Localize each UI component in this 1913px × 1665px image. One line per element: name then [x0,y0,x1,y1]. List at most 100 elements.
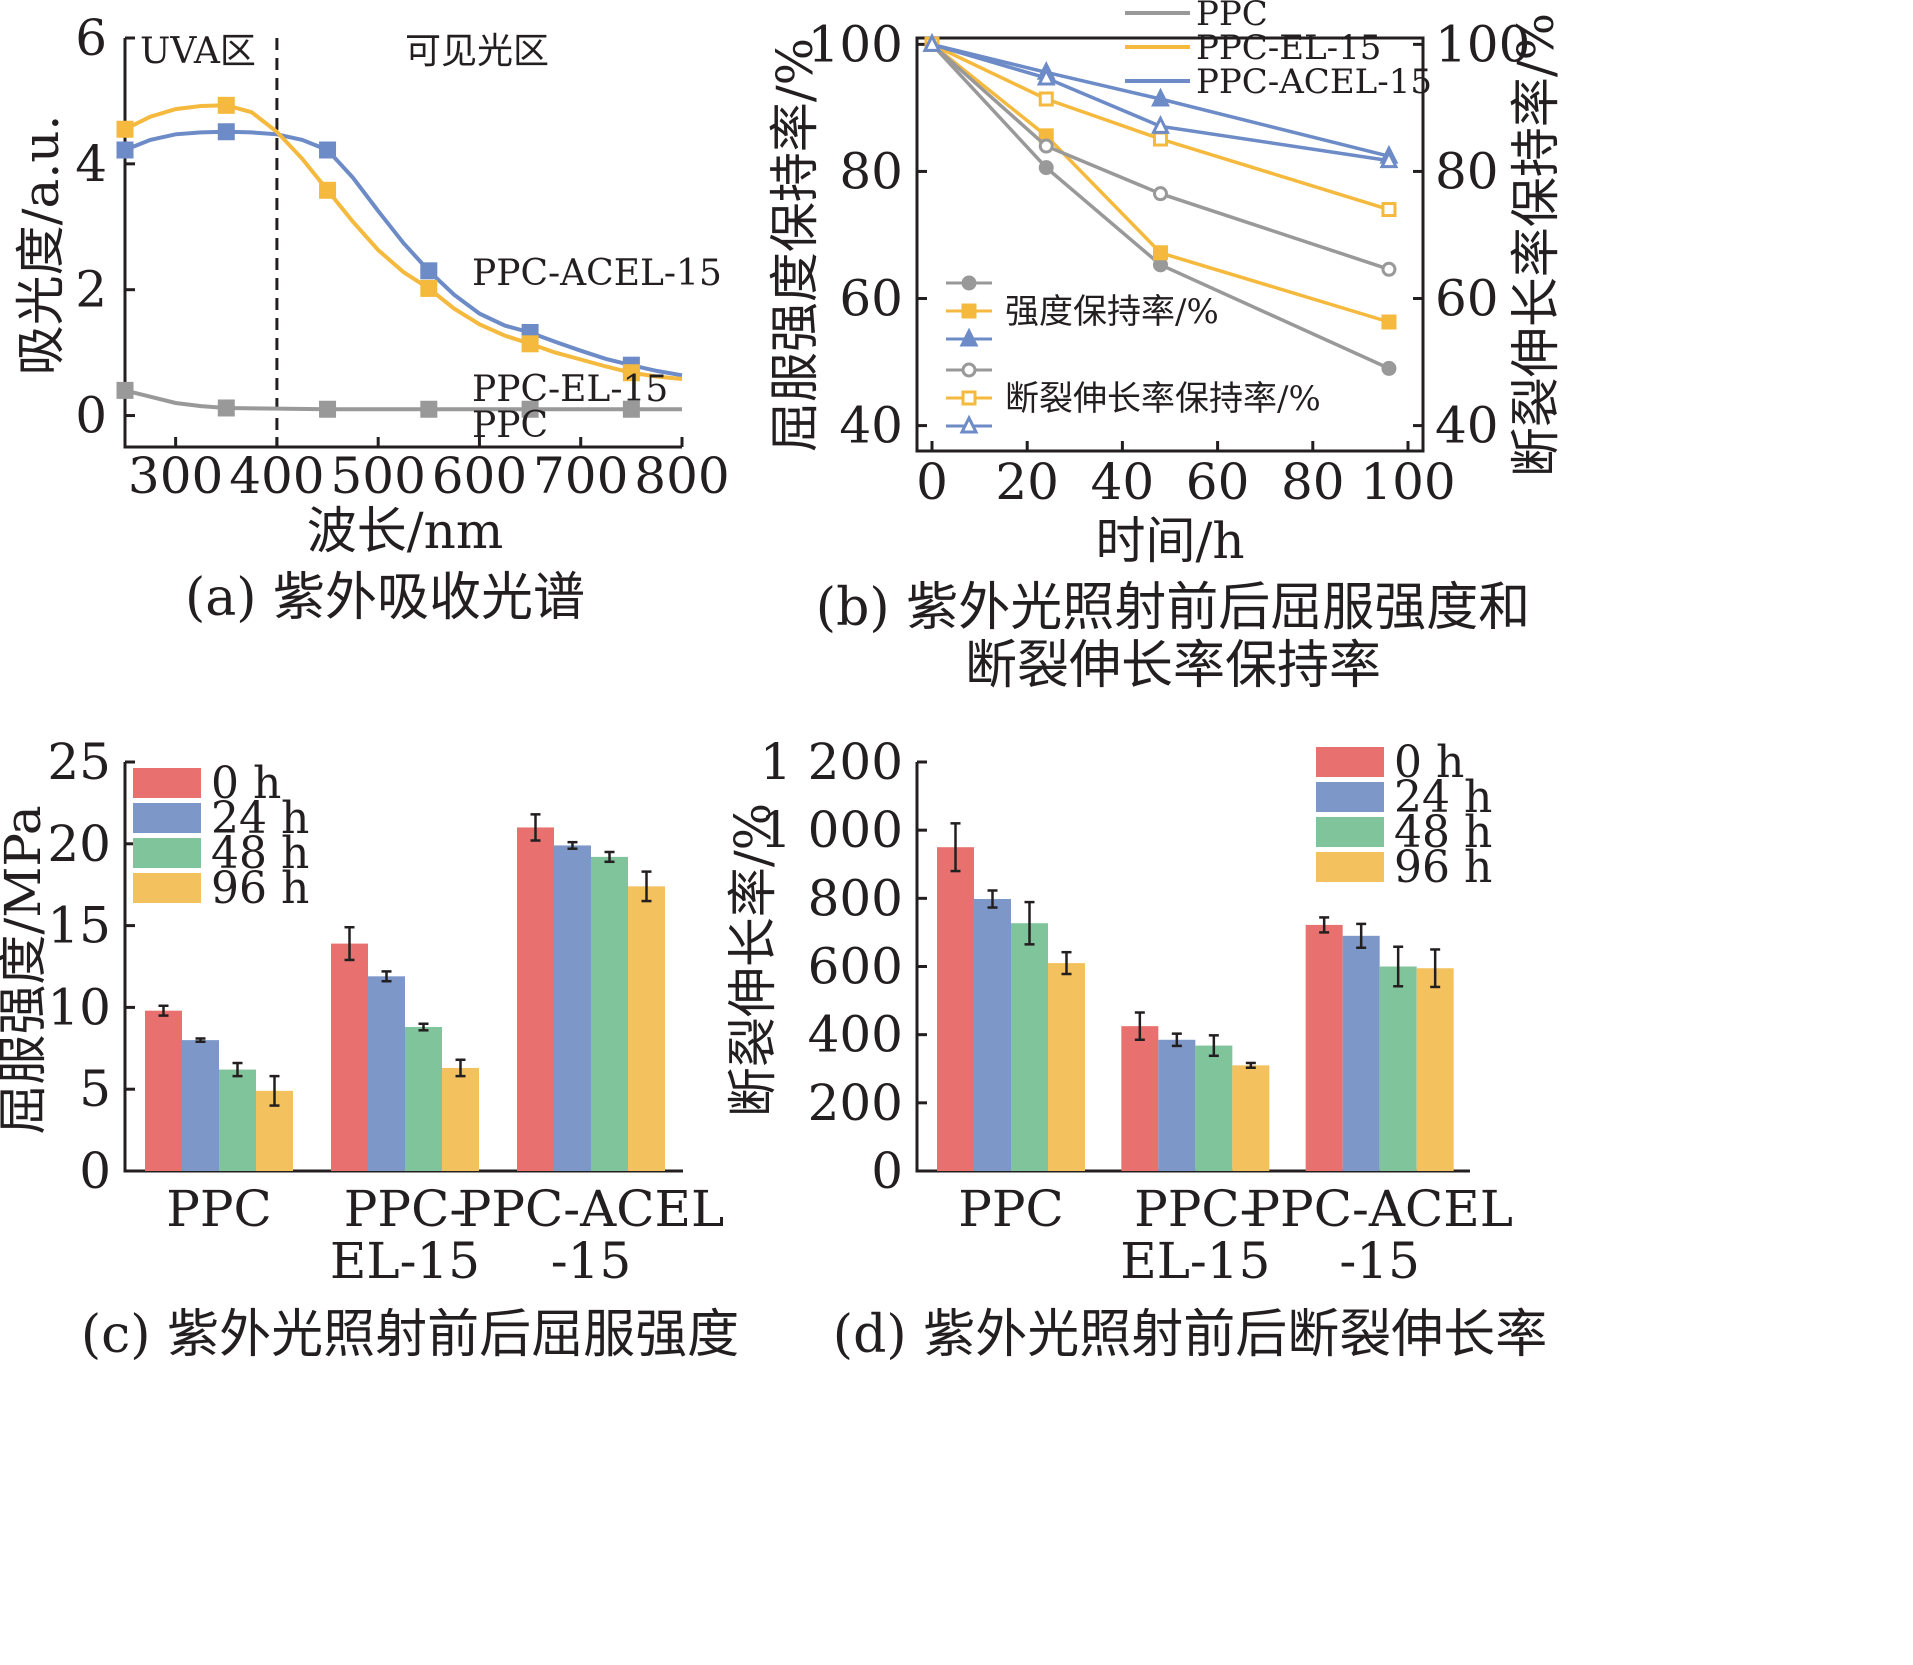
category-label-panel-c: -15 [551,1232,632,1290]
category-label-panel-c: PPC [166,1180,272,1238]
data-point-strength-ppc-el-15 [1152,245,1168,261]
bar-panel-c-1-1 [368,976,405,1171]
data-point-ppc-el-15 [622,364,640,382]
legend-marker-circle [961,275,977,291]
data-point-ppc-acel-15 [217,123,235,141]
category-label-panel-d: PPC [958,1180,1064,1238]
data-point-ppc-el-15 [420,279,438,297]
axis-b-frame [915,36,1425,453]
data-point-strength-ppc [1038,160,1054,176]
data-point-ppc-el-15 [319,181,337,199]
legend-group-label-0: 强度保持率/% [1005,292,1219,332]
caption-b-line1: (b) 紫外光照射前后屈服强度和 [816,578,1530,638]
series-label-ppc-el-15: PPC-EL-15 [472,369,668,410]
y-tick-label-panel-d: 1 000 [760,801,903,859]
caption-panel-d: (d) 紫外光照射前后断裂伸长率 [833,1305,1547,1365]
data-point-ppc-el-15 [521,335,539,353]
y-tick-label-panel-c: 20 [47,815,111,873]
y-tick-label-panel-c: 0 [79,1142,111,1200]
legend-label-acel: PPC-ACEL-15 [1196,62,1432,102]
y-axis-label-panel-d: 断裂伸长率/% [724,803,782,1117]
y-tick-label-a: 0 [75,387,107,445]
x-tick-label-a: 300 [128,447,223,505]
series-line-elongation-ppc [930,43,1390,271]
y-tick-label-panel-d: 400 [808,1006,903,1064]
legend-marker-square [961,303,977,319]
x-tick-label-b: 80 [1281,453,1345,511]
y-tick-label-b-right: 40 [1435,397,1499,455]
data-point-strength-ppc-acel-15 [1151,87,1170,107]
data-point-ppc [521,400,539,418]
category-label-panel-c: PPC- [344,1180,466,1238]
legend-marker-circle [961,362,977,378]
legend-label-el: PPC-EL-15 [1196,28,1381,68]
y-tick-label-b-right: 80 [1435,142,1499,200]
legend-marker-triangle [959,327,979,347]
x-tick-label-a: 400 [229,447,324,505]
data-point-ppc [319,400,337,418]
legend-label-panel-c: 24 h [211,793,309,844]
panel-a-uv-absorption: 300 400 500 600 700 800 0 2 4 6 UVA区 可见光区 PPC-ACEL-1… [12,9,730,628]
series-line-elongation-ppc-acel-15 [931,42,1390,163]
bar-panel-d-1-1 [1158,1039,1196,1171]
series-line-strength-ppc [930,43,1390,370]
y-axis-label-b-left: 屈服强度保持率/% [766,38,824,452]
series-line-ppc [124,388,682,412]
bar-panel-c-0-2 [517,827,554,1171]
y-tick-label-b-right: 100 [1435,15,1530,73]
y-tick-label-panel-d: 600 [808,938,903,996]
data-point-elongation-ppc [1381,261,1397,277]
data-point-elongation-ppc-el-15 [1038,91,1054,107]
x-tick-label-b: 60 [1186,453,1250,511]
y-tick-label-a: 6 [75,9,107,67]
bar-panel-d-3-0 [1048,963,1085,1171]
legend-swatch-panel-c [133,768,201,798]
data-point-ppc-acel-15 [116,141,134,159]
y-tick-label-panel-c: 15 [47,897,111,955]
legend-label-panel-c: 48 h [211,828,309,879]
data-point-ppc-el-15 [217,96,235,114]
category-label-panel-d: PPC-ACEL [1246,1180,1513,1238]
series-label-ppc: PPC [472,405,548,446]
bar-panel-c-3-1 [442,1067,479,1171]
bar-panel-c-0-1 [331,943,368,1171]
bar-panel-d-0-0 [937,847,974,1171]
data-point-elongation-ppc-acel-15 [1151,114,1170,134]
legend-marker-triangle [959,414,979,434]
bar-panel-d-3-2 [1416,968,1454,1171]
region-label-visible: 可见光区 [405,31,549,72]
caption-panel-c: (c) 紫外光照射前后屈服强度 [81,1305,739,1365]
x-tick-label-b: 0 [916,453,948,511]
series-line-elongation-ppc-el-15 [931,42,1390,212]
axis-a-frame [123,38,682,449]
data-point-ppc [217,399,235,417]
legend-label-ppc: PPC [1196,0,1268,34]
bar-panel-c-3-2 [628,886,665,1171]
series-label-ppc-acel-15: PPC-ACEL-15 [472,253,722,294]
y-tick-label-b-left: 80 [839,142,903,200]
category-label-panel-d: PPC- [1134,1180,1256,1238]
y-tick-label-b-left: 60 [839,270,903,328]
data-point-ppc [622,400,640,418]
legend-label-panel-d: 0 h [1394,737,1464,788]
bar-panel-c-2-2 [591,856,628,1171]
x-tick-label-a: 800 [634,447,729,505]
legend-swatch-panel-d [1316,782,1384,812]
y-tick-label-b-right: 60 [1435,270,1499,328]
x-tick-label-b: 20 [995,453,1059,511]
legend-swatch-panel-c [133,803,201,833]
y-tick-label-panel-c: 5 [79,1060,111,1118]
y-tick-label-panel-c: 25 [47,733,111,791]
y-tick-label-a: 2 [75,261,107,319]
region-label-uva: UVA区 [140,31,256,72]
panel-d-elongation: 0 200 400 600 800 1 000 1 200 PPC PPC-EL-15PPC-A… [724,733,1547,1365]
category-label-panel-c: PPC-ACEL [458,1180,725,1238]
data-point-ppc [116,381,134,399]
legend-swatch-panel-d [1316,817,1384,847]
bar-panel-c-0-0 [145,1010,182,1171]
data-point-ppc [420,400,438,418]
data-point-elongation-ppc-el-15 [1381,202,1397,218]
bar-panel-d-3-1 [1232,1065,1270,1171]
